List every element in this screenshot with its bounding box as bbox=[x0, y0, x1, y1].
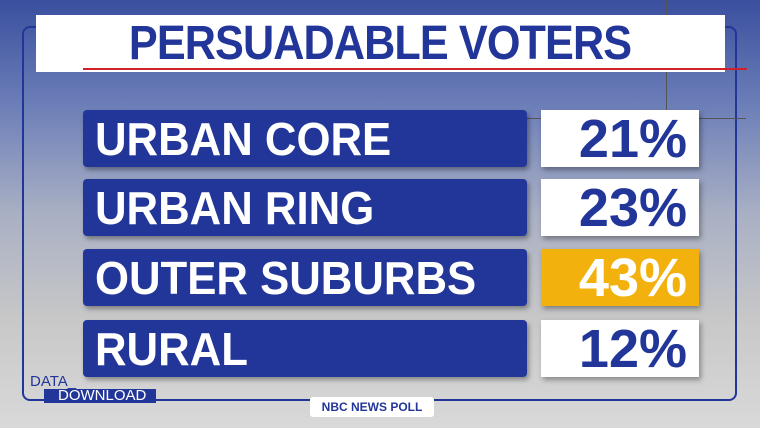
row-label: RURAL bbox=[83, 320, 527, 377]
row-label: OUTER SUBURBS bbox=[83, 249, 527, 306]
title-underline bbox=[83, 68, 747, 70]
data-download-logo: DATA_ DOWNLOAD bbox=[30, 373, 157, 403]
logo-line1: DATA_ bbox=[30, 373, 77, 390]
logo-line2: DOWNLOAD bbox=[44, 388, 157, 403]
row-label: URBAN RING bbox=[83, 179, 527, 236]
row-value: 12% bbox=[541, 319, 699, 379]
title-box: PERSUADABLE VOTERS bbox=[36, 15, 747, 72]
row-value: 21% bbox=[541, 109, 699, 169]
source-label: NBC NEWS POLL bbox=[310, 397, 434, 417]
label-text: RURAL bbox=[95, 322, 248, 375]
label-text: URBAN RING bbox=[95, 181, 375, 234]
label-text: OUTER SUBURBS bbox=[95, 251, 477, 304]
label-text: URBAN CORE bbox=[95, 112, 392, 165]
page-title: PERSUADABLE VOTERS bbox=[129, 16, 632, 70]
row-value-highlighted: 43% bbox=[541, 248, 699, 308]
row-label: URBAN CORE bbox=[83, 110, 527, 167]
row-value: 23% bbox=[541, 178, 699, 238]
